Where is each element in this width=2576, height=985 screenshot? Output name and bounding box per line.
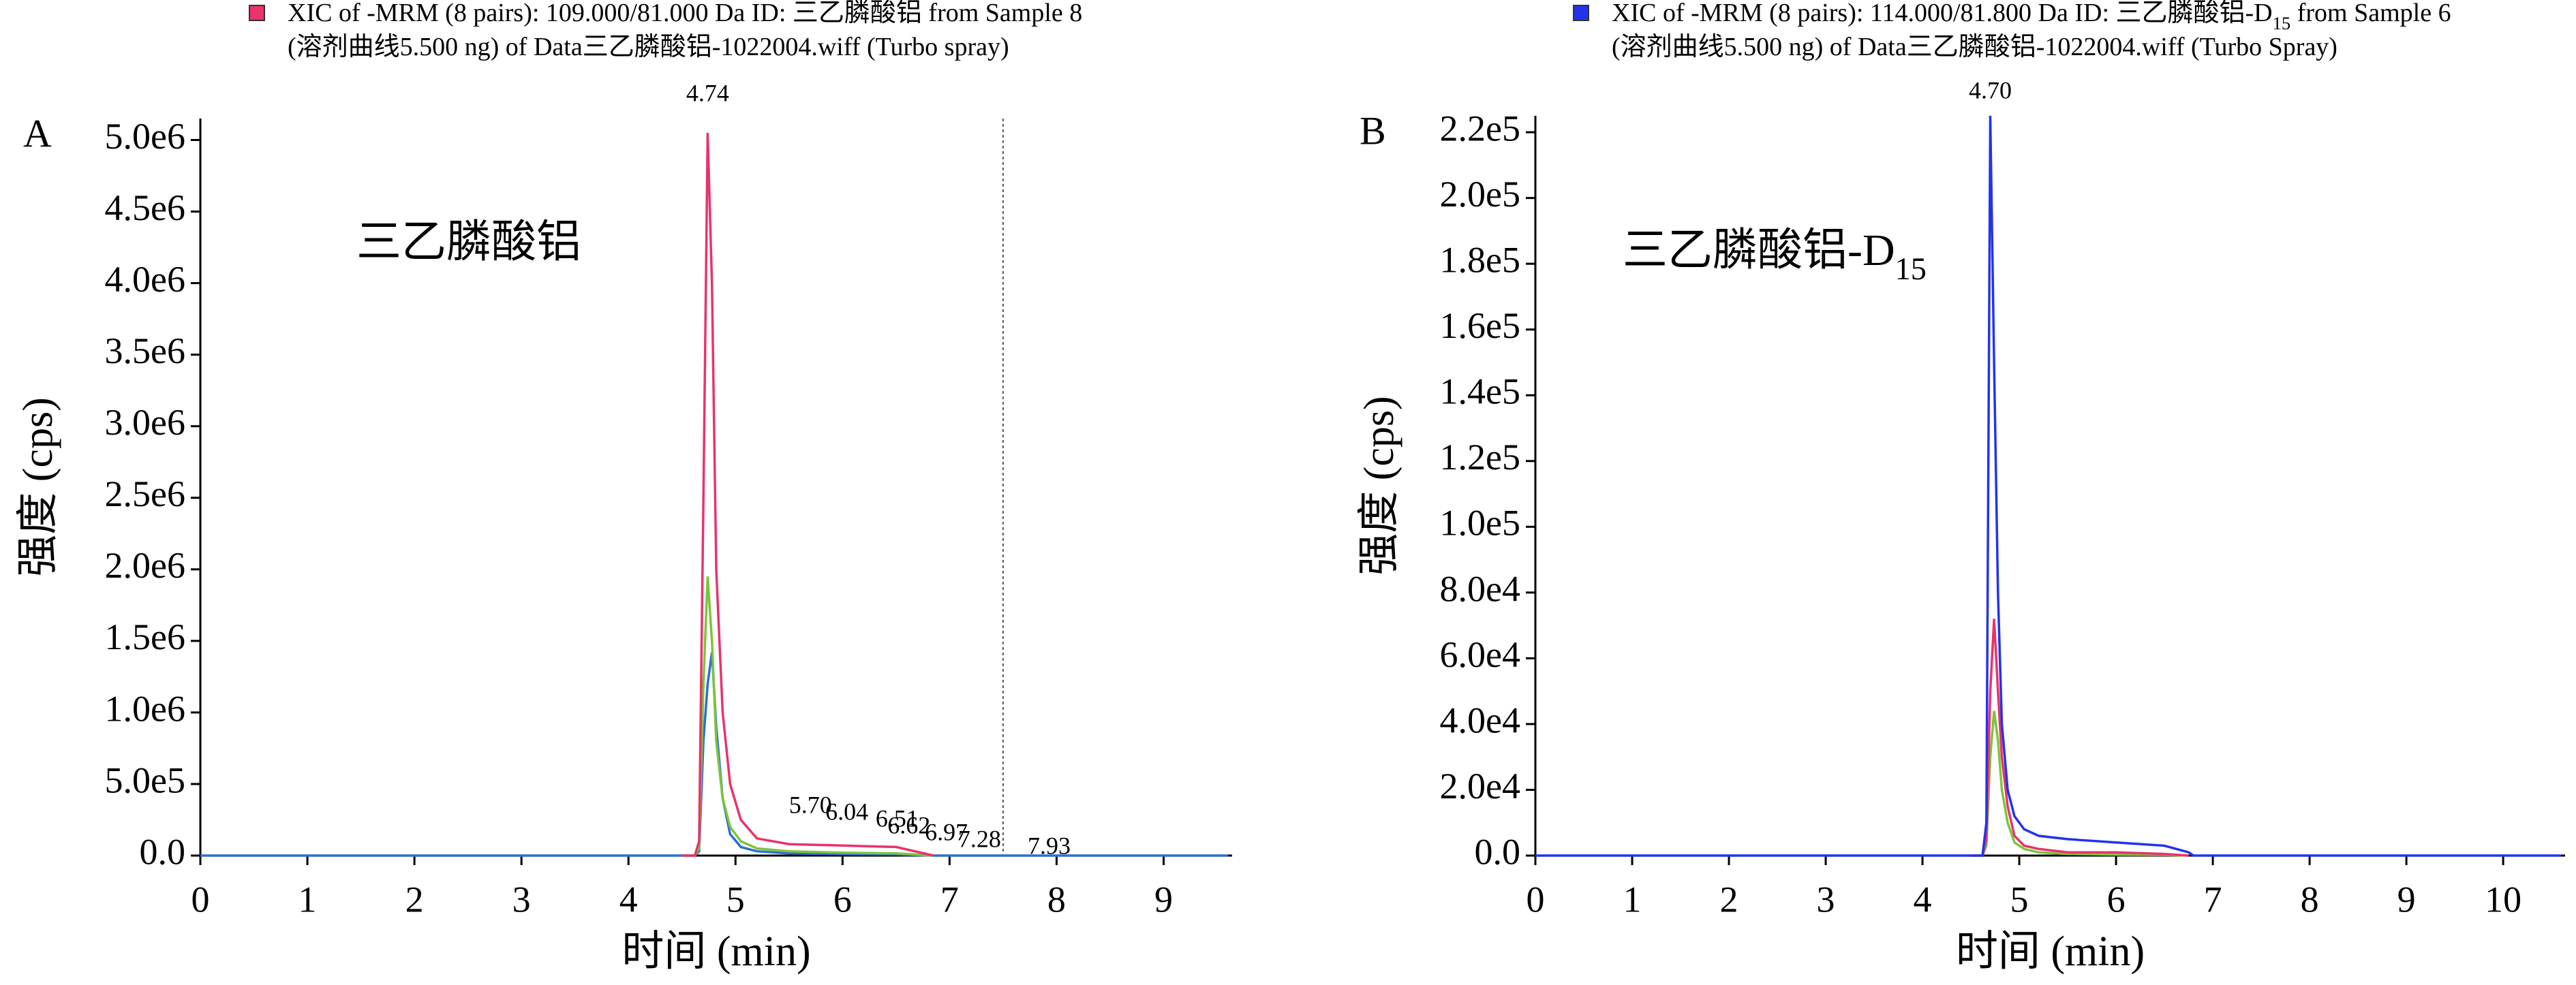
annotation-part: 三乙膦酸铝-D: [1623, 225, 1895, 275]
legend-text-part: 15: [2273, 13, 2291, 33]
x-axis-title: 时间 (min): [1956, 928, 2145, 975]
y-axis-title: 强度 (cps): [1356, 396, 1402, 575]
peak-label: 6.04: [825, 798, 868, 825]
legend-swatch: [249, 5, 265, 21]
legend-text: XIC of -MRM (8 pairs): 109.000/81.000 Da…: [288, 0, 1082, 27]
y-tick-label: 1.0e5: [1440, 503, 1520, 544]
legend-text-part: (溶剂曲线5.500 ng) of Data三乙膦酸铝-1022004.wiff…: [288, 33, 1009, 61]
x-tick-label: 8: [2301, 879, 2319, 920]
y-tick-label: 2.0e6: [105, 545, 185, 586]
annotation: 三乙膦酸铝: [356, 217, 581, 267]
y-tick-label: 0.0: [140, 831, 186, 872]
peak-label: 6.62: [887, 811, 930, 839]
y-tick-label: 6.0e4: [1440, 634, 1520, 675]
annotation-part: 15: [1895, 251, 1927, 286]
x-tick-label: 10: [2485, 879, 2521, 920]
y-tick-label: 1.2e5: [1440, 437, 1520, 478]
y-tick-label: 1.0e6: [105, 688, 185, 729]
y-tick-label: 2.0e4: [1440, 766, 1520, 807]
legend-text-part: XIC of -MRM (8 pairs): 114.000/81.800 Da…: [1612, 0, 2273, 27]
y-tick-label: 2.2e5: [1440, 108, 1520, 149]
y-tick-label: 5.0e6: [105, 116, 185, 157]
y-tick-label: 1.8e5: [1440, 240, 1520, 281]
y-tick-label: 1.4e5: [1440, 371, 1520, 412]
legend-text-part: from Sample 6: [2290, 0, 2451, 27]
x-tick-label: 1: [1623, 879, 1642, 920]
x-tick-label: 3: [1817, 879, 1835, 920]
legend-text: (溶剂曲线5.500 ng) of Data三乙膦酸铝-1022004.wiff…: [288, 33, 1009, 61]
y-tick-label: 4.0e6: [105, 259, 185, 300]
peak-label: 4.74: [686, 79, 729, 106]
y-axis-title: 强度 (cps): [15, 397, 61, 576]
x-tick-label: 0: [1527, 879, 1545, 920]
y-tick-label: 8.0e4: [1440, 568, 1520, 609]
peak-label: 7.28: [958, 825, 1001, 852]
legend-text-part: XIC of -MRM (8 pairs): 109.000/81.000 Da…: [288, 0, 1082, 27]
x-tick-label: 5: [726, 879, 745, 920]
peak-label: 7.93: [1028, 832, 1071, 859]
x-tick-label: 2: [405, 879, 424, 920]
peak-label: 5.70: [789, 791, 832, 818]
peak-label: 6.97: [925, 818, 968, 845]
x-tick-label: 5: [2010, 879, 2029, 920]
x-tick-label: 4: [619, 879, 638, 920]
x-tick-label: 7: [2204, 879, 2222, 920]
x-tick-label: 2: [1720, 879, 1738, 920]
x-axis-title: 时间 (min): [622, 928, 810, 975]
legend-text-part: (溶剂曲线5.500 ng) of Data三乙膦酸铝-1022004.wiff…: [1612, 33, 2337, 61]
x-tick-label: 9: [1154, 879, 1173, 920]
y-tick-label: 3.0e6: [105, 402, 185, 443]
x-tick-label: 4: [1914, 879, 1932, 920]
annotation: 三乙膦酸铝-D15: [1623, 225, 1927, 286]
legend-text: XIC of -MRM (8 pairs): 114.000/81.800 Da…: [1612, 0, 2451, 33]
x-tick-label: 8: [1047, 879, 1066, 920]
y-tick-label: 2.5e6: [105, 473, 185, 514]
y-tick-label: 0.0: [1475, 831, 1521, 872]
panel-label: B: [1360, 108, 1386, 153]
y-tick-label: 3.5e6: [105, 330, 185, 371]
peak-label: 6.51: [876, 804, 919, 832]
annotation-part: 三乙膦酸铝: [356, 217, 581, 267]
y-tick-label: 4.0e4: [1440, 700, 1520, 740]
y-tick-label: 5.0e5: [105, 760, 185, 800]
peak-label: 4.70: [1969, 76, 2012, 104]
x-tick-label: 9: [2397, 879, 2416, 920]
x-tick-label: 6: [833, 879, 852, 920]
x-tick-label: 7: [940, 879, 959, 920]
legend-text: (溶剂曲线5.500 ng) of Data三乙膦酸铝-1022004.wiff…: [1612, 33, 2337, 61]
trace: [1535, 115, 2562, 857]
y-tick-label: 2.0e5: [1440, 174, 1520, 215]
y-tick-label: 1.5e6: [105, 616, 185, 657]
legend-swatch: [1573, 5, 1589, 21]
x-tick-label: 6: [2107, 879, 2126, 920]
y-tick-label: 4.5e6: [105, 187, 185, 228]
x-tick-label: 3: [512, 879, 531, 920]
x-tick-label: 0: [191, 879, 210, 920]
panel-label: A: [23, 111, 52, 155]
trace: [681, 132, 934, 857]
x-tick-label: 1: [298, 879, 317, 920]
y-tick-label: 1.6e5: [1440, 305, 1520, 346]
